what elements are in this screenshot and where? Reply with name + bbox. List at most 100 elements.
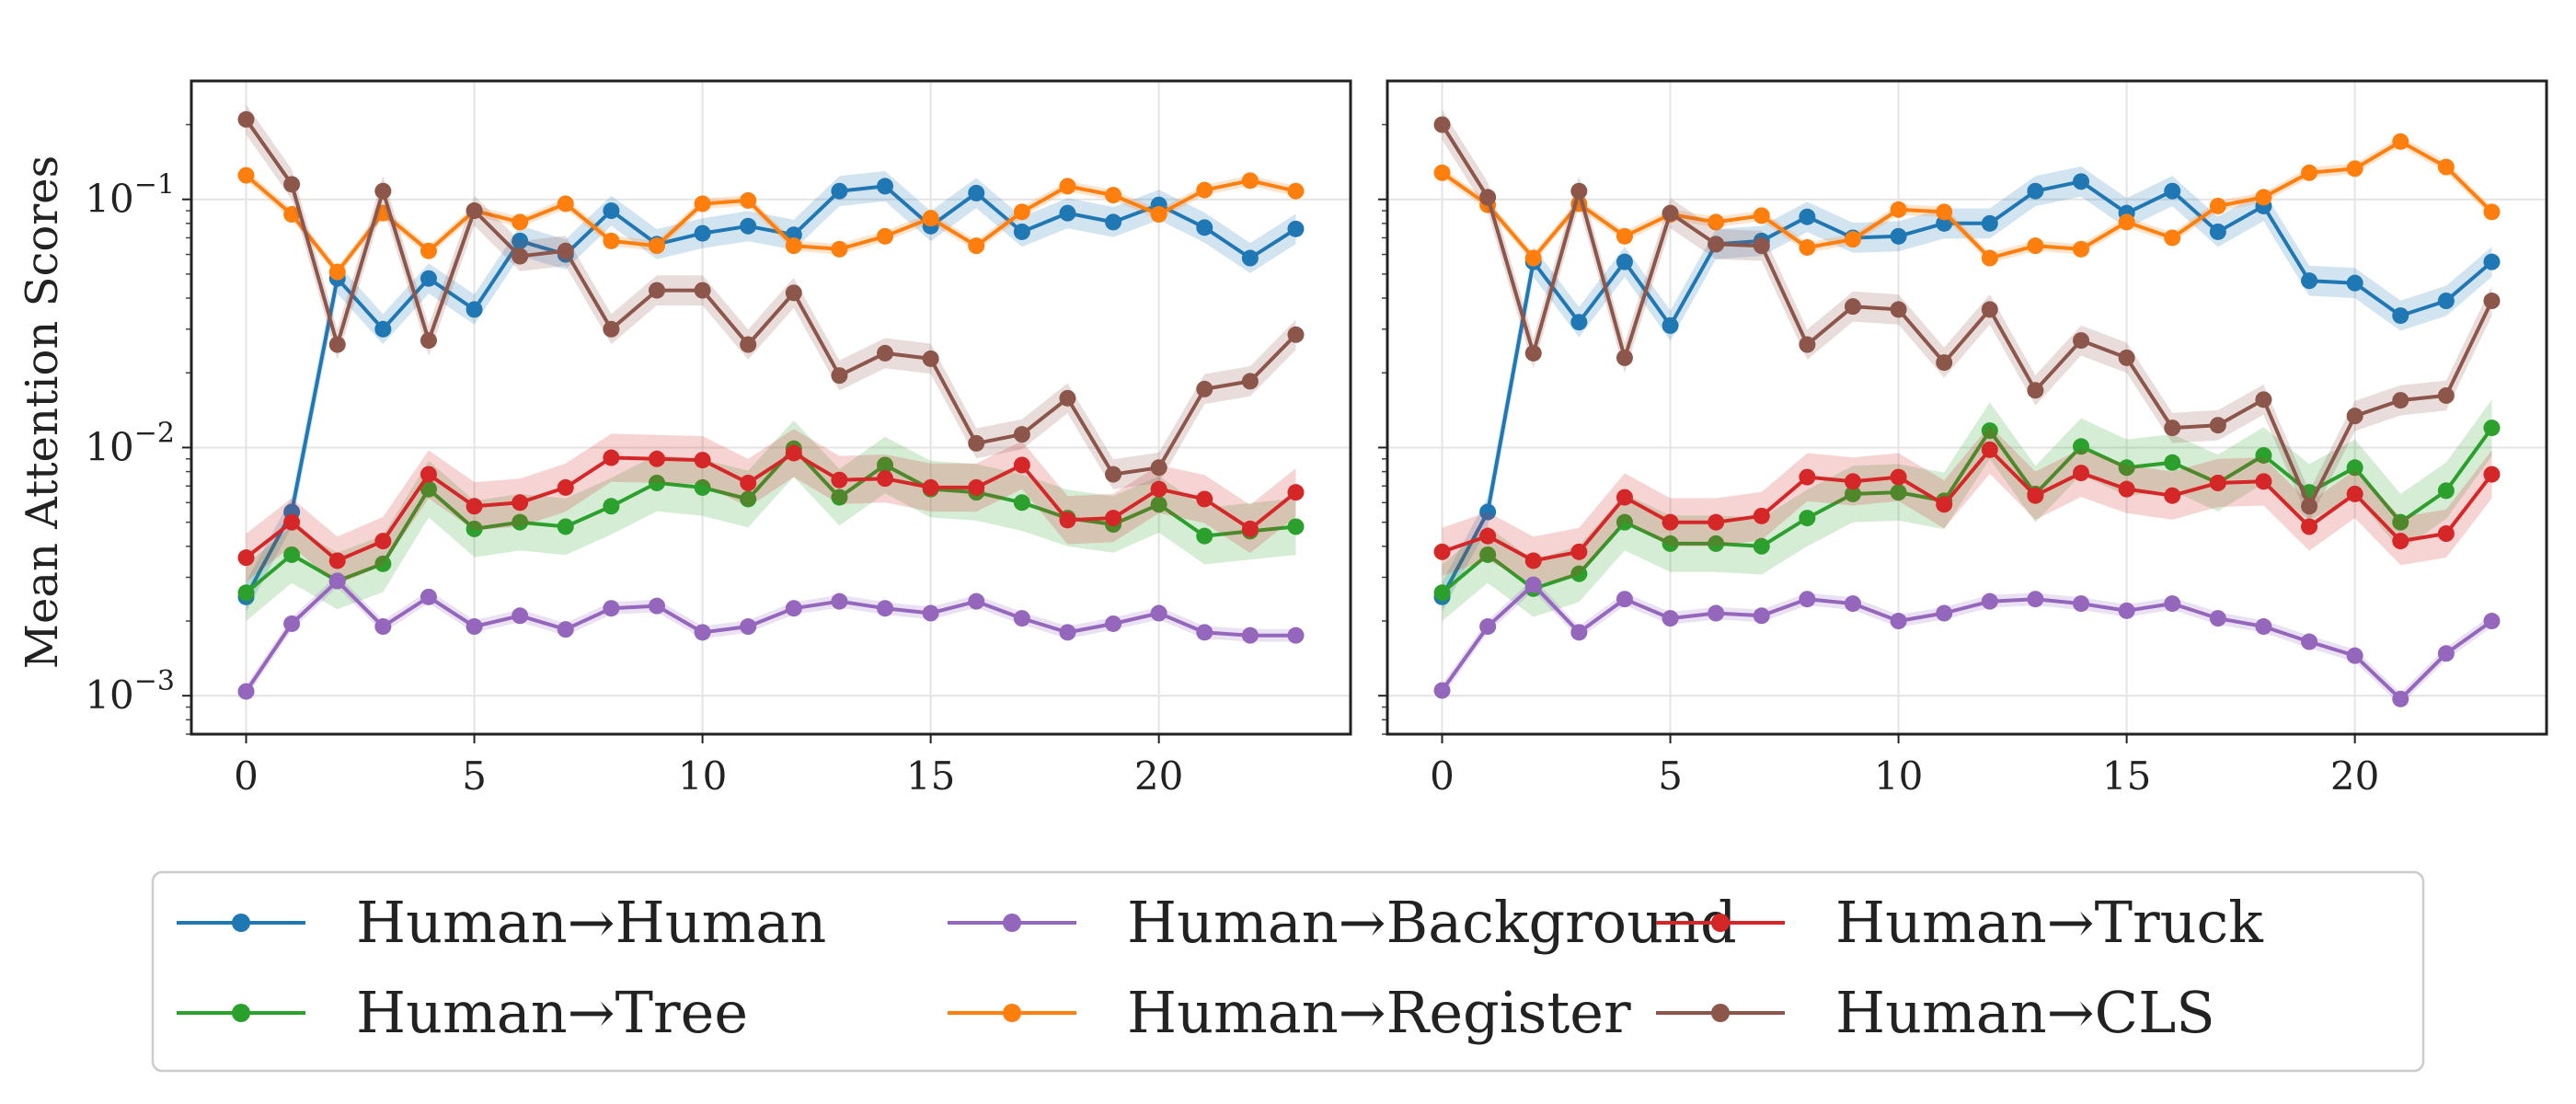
data-point-cls [2209, 417, 2226, 434]
data-point-cls [328, 336, 346, 353]
data-point-background [1616, 591, 1633, 608]
data-point-tree [740, 490, 757, 508]
data-point-human [1196, 219, 1213, 236]
data-point-tree [2073, 438, 2090, 455]
data-point-background [1890, 613, 1907, 630]
y-tick-exponent: −3 [134, 665, 175, 697]
data-point-tree [1662, 535, 1679, 552]
data-point-truck [922, 478, 939, 496]
data-point-background [648, 597, 665, 615]
data-point-register [877, 227, 894, 245]
data-point-register [2483, 203, 2501, 221]
data-point-cls [2437, 386, 2455, 404]
data-point-background [968, 592, 985, 610]
data-point-cls [2392, 392, 2409, 409]
legend-label-human: Human→Human [356, 889, 826, 956]
data-point-truck [466, 498, 483, 515]
data-point-background [1013, 610, 1030, 627]
data-point-background [1799, 591, 1816, 608]
legend-box [151, 870, 2425, 1073]
data-point-background [1753, 607, 1770, 625]
data-point-background [2164, 595, 2181, 613]
data-point-truck [1662, 513, 1679, 531]
data-point-register [831, 240, 848, 258]
data-point-register [1616, 227, 1633, 245]
confidence-band-truck [1442, 425, 2492, 585]
data-point-human [2301, 272, 2318, 290]
data-point-tree [2346, 459, 2363, 477]
data-point-cls [1013, 426, 1030, 443]
data-point-background [1059, 624, 1076, 641]
data-point-tree [1013, 494, 1030, 512]
data-point-human [1936, 214, 1953, 232]
data-point-truck [1287, 484, 1305, 501]
data-point-register [420, 242, 437, 259]
data-point-human [694, 224, 711, 242]
data-point-cls [1196, 380, 1213, 397]
y-tick-base: 10 [85, 424, 133, 469]
data-point-cls [2301, 498, 2318, 515]
data-point-background [374, 618, 392, 636]
data-point-human [1105, 213, 1122, 231]
data-point-register [922, 210, 939, 227]
series-line-cls [1440, 123, 2494, 509]
data-point-human [1981, 214, 1998, 232]
data-point-tree [1150, 496, 1167, 513]
legend-marker-truck [1711, 914, 1730, 932]
confidence-band-human [246, 171, 1296, 613]
y-tick-base: 10 [85, 673, 133, 718]
data-point-human [1287, 220, 1305, 237]
data-point-cls [1433, 116, 1451, 133]
data-point-background [1936, 604, 1953, 622]
data-point-register [1059, 178, 1076, 195]
data-point-human [877, 178, 894, 195]
data-point-background [466, 618, 483, 636]
data-point-truck [2301, 518, 2318, 535]
data-point-truck [1105, 510, 1122, 527]
data-point-tree [1196, 527, 1213, 545]
data-point-truck [1753, 507, 1770, 524]
data-point-truck [2209, 474, 2226, 491]
data-point-tree [557, 518, 574, 535]
data-point-cls [694, 282, 711, 299]
data-point-cls [922, 350, 939, 367]
data-point-background [557, 621, 574, 638]
data-point-cls [1287, 326, 1305, 343]
data-point-register [1524, 249, 1542, 267]
data-point-register [512, 213, 529, 231]
data-point-truck [1708, 513, 1725, 531]
data-point-register [557, 195, 574, 213]
data-point-human [1662, 316, 1679, 334]
data-point-cls [512, 247, 529, 265]
data-point-cls [1059, 389, 1076, 407]
data-point-register [648, 237, 665, 255]
data-point-cls [785, 284, 802, 302]
data-point-register [785, 237, 802, 255]
data-point-truck [2118, 480, 2135, 498]
data-point-tree [283, 546, 301, 563]
y-axis-label: Mean Attention Scores [17, 155, 68, 669]
data-point-human [1479, 503, 1497, 521]
data-point-cls [648, 282, 665, 299]
data-point-human [2027, 182, 2044, 200]
data-point-truck [557, 478, 574, 496]
legend-label-tree: Human→Tree [356, 979, 748, 1046]
data-point-tree [877, 456, 894, 474]
data-point-cls [603, 320, 620, 338]
legend-label-register: Human→Register [1127, 979, 1631, 1046]
data-point-cls [1799, 336, 1816, 353]
data-point-cls [1524, 344, 1542, 362]
data-point-tree [1433, 584, 1451, 602]
y-tick-exponent: −2 [134, 417, 175, 449]
data-point-background [831, 592, 848, 610]
data-point-truck [1890, 468, 1907, 486]
data-point-background [922, 604, 939, 622]
data-point-human [2437, 293, 2455, 310]
legend-marker-tree [232, 1004, 250, 1022]
axes-frame [190, 79, 1352, 736]
y-tick-label: 10−2 [85, 417, 175, 469]
data-point-truck [1241, 520, 1259, 537]
legend-label-truck: Human→Truck [1835, 889, 2263, 956]
data-point-truck [2027, 487, 2044, 504]
data-point-register [694, 195, 711, 213]
